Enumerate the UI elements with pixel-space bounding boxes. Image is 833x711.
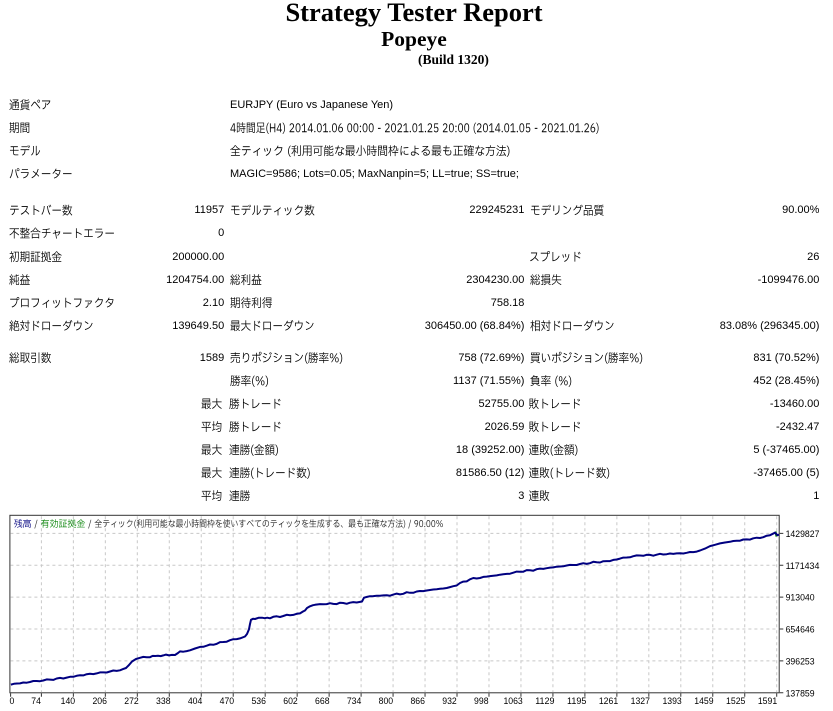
svg-text:1327: 1327: [631, 695, 650, 706]
svg-text:396253: 396253: [786, 655, 815, 666]
svg-text:734: 734: [347, 695, 361, 706]
svg-text:74: 74: [31, 695, 41, 706]
svg-text:404: 404: [188, 695, 202, 706]
svg-text:668: 668: [315, 695, 329, 706]
svg-text:800: 800: [379, 695, 393, 706]
svg-text:140: 140: [61, 695, 75, 706]
svg-text:1171434: 1171434: [786, 560, 820, 571]
svg-text:913040: 913040: [786, 592, 815, 603]
svg-text:932: 932: [442, 695, 456, 706]
svg-text:1459: 1459: [694, 695, 713, 706]
svg-text:137859: 137859: [786, 687, 815, 698]
svg-text:1063: 1063: [503, 695, 522, 706]
svg-text:470: 470: [220, 695, 234, 706]
svg-text:206: 206: [92, 695, 106, 706]
svg-text:1129: 1129: [535, 695, 554, 706]
svg-text:602: 602: [283, 695, 297, 706]
svg-text:654646: 654646: [786, 624, 815, 635]
svg-text:1591: 1591: [758, 695, 777, 706]
svg-text:0: 0: [9, 695, 14, 706]
svg-text:1261: 1261: [599, 695, 618, 706]
svg-text:272: 272: [124, 695, 138, 706]
svg-text:1525: 1525: [726, 695, 745, 706]
svg-text:338: 338: [156, 695, 170, 706]
svg-text:1393: 1393: [662, 695, 681, 706]
svg-text:1195: 1195: [567, 695, 586, 706]
svg-text:536: 536: [251, 695, 265, 706]
svg-text:998: 998: [474, 695, 488, 706]
svg-text:1429827: 1429827: [786, 528, 820, 539]
svg-text:866: 866: [410, 695, 424, 706]
